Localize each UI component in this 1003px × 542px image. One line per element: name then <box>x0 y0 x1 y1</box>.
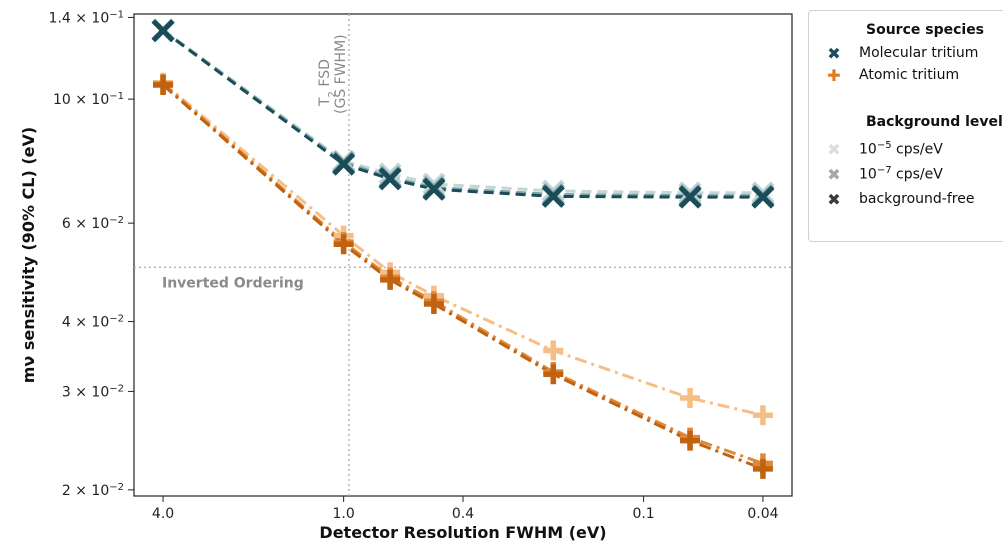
legend-heading-background: Background level <box>866 114 1003 130</box>
data-point-marker <box>153 74 174 95</box>
data-point-marker <box>752 405 773 426</box>
series-line <box>162 29 763 199</box>
data-point-marker <box>751 185 775 209</box>
series-line <box>162 28 763 195</box>
legend-item-bg-7: ✖ 10−7 cps/eV <box>823 164 943 184</box>
plot-frame <box>133 13 793 497</box>
x-marker-icon: ✖ <box>827 139 841 159</box>
fsd-reference-label: T2 FSD <box>317 59 338 107</box>
x-tick-label: 0.4 <box>452 506 474 522</box>
data-point-marker <box>752 458 773 479</box>
data-point-marker <box>380 269 401 290</box>
data-point-marker <box>378 167 402 191</box>
legend-item-bg-free: ✖ background-free <box>823 189 974 209</box>
x-marker-icon: ✖ <box>827 43 841 63</box>
x-tick-label: 0.1 <box>632 506 654 522</box>
legend-label: Molecular tritium <box>859 45 979 61</box>
legend-item-bg-5: ✖ 10−5 cps/eV <box>823 139 943 159</box>
fsd-reference-label-line2: (GS FWHM) <box>333 34 349 114</box>
legend-label: 10−7 cps/eV <box>859 165 943 183</box>
legend-item-atomic: ✚ Atomic tritium <box>823 65 959 85</box>
series-lines <box>162 28 764 471</box>
series-line <box>162 81 764 417</box>
series-markers <box>151 18 775 479</box>
data-point-marker <box>151 19 175 43</box>
y-tick-label: 6 × 10−2 <box>62 215 124 233</box>
legend-label: background-free <box>859 191 975 207</box>
series-line <box>162 29 763 198</box>
y-tick-label: 10 × 10−1 <box>53 91 124 109</box>
y-axis-title: mν sensitivity (90% CL) (eV) <box>19 127 38 383</box>
legend-label: 10−5 cps/eV <box>859 140 943 158</box>
series-line <box>162 82 764 465</box>
data-point-marker <box>678 185 702 209</box>
data-point-marker <box>541 184 565 208</box>
data-point-marker <box>423 294 444 315</box>
data-point-marker <box>543 364 564 385</box>
x-marker-icon: ✖ <box>827 164 841 184</box>
y-axis-ticks: 1.4 × 10−1 10 × 10−1 6 × 10−2 4 × 10−2 3 × 1… <box>49 9 134 499</box>
legend-item-molecular: ✖ Molecular tritium <box>823 43 978 63</box>
x-tick-label: 4.0 <box>152 506 174 522</box>
legend: Source species ✖ Molecular tritium ✚ Ato… <box>808 10 1003 242</box>
x-axis-title: Detector Resolution FWHM (eV) <box>319 523 606 542</box>
y-tick-label: 3 × 10−2 <box>62 383 124 401</box>
y-tick-label: 2 × 10−2 <box>62 481 124 499</box>
x-tick-label: 0.04 <box>747 506 778 522</box>
reference-lines: T2 FSD (GS FWHM) Inverted Ordering <box>134 14 792 496</box>
data-point-marker <box>680 387 701 408</box>
y-tick-label: 4 × 10−2 <box>62 313 124 331</box>
data-point-marker <box>541 179 565 203</box>
data-point-marker <box>543 340 564 361</box>
data-point-marker <box>680 430 701 451</box>
plus-marker-icon: ✚ <box>827 65 841 85</box>
data-point-marker <box>422 177 446 201</box>
x-marker-icon: ✖ <box>827 189 841 209</box>
x-axis-ticks: 4.0 1.0 0.4 0.1 0.04 <box>152 496 779 522</box>
data-point-marker <box>333 234 354 255</box>
x-tick-label: 1.0 <box>333 506 355 522</box>
inverted-ordering-label: Inverted Ordering <box>162 275 304 291</box>
data-point-marker <box>332 152 356 176</box>
legend-heading-species: Source species <box>866 22 985 38</box>
y-tick-label: 1.4 × 10−1 <box>49 9 124 27</box>
plot-area <box>133 13 793 497</box>
legend-label: Atomic tritium <box>859 67 960 83</box>
